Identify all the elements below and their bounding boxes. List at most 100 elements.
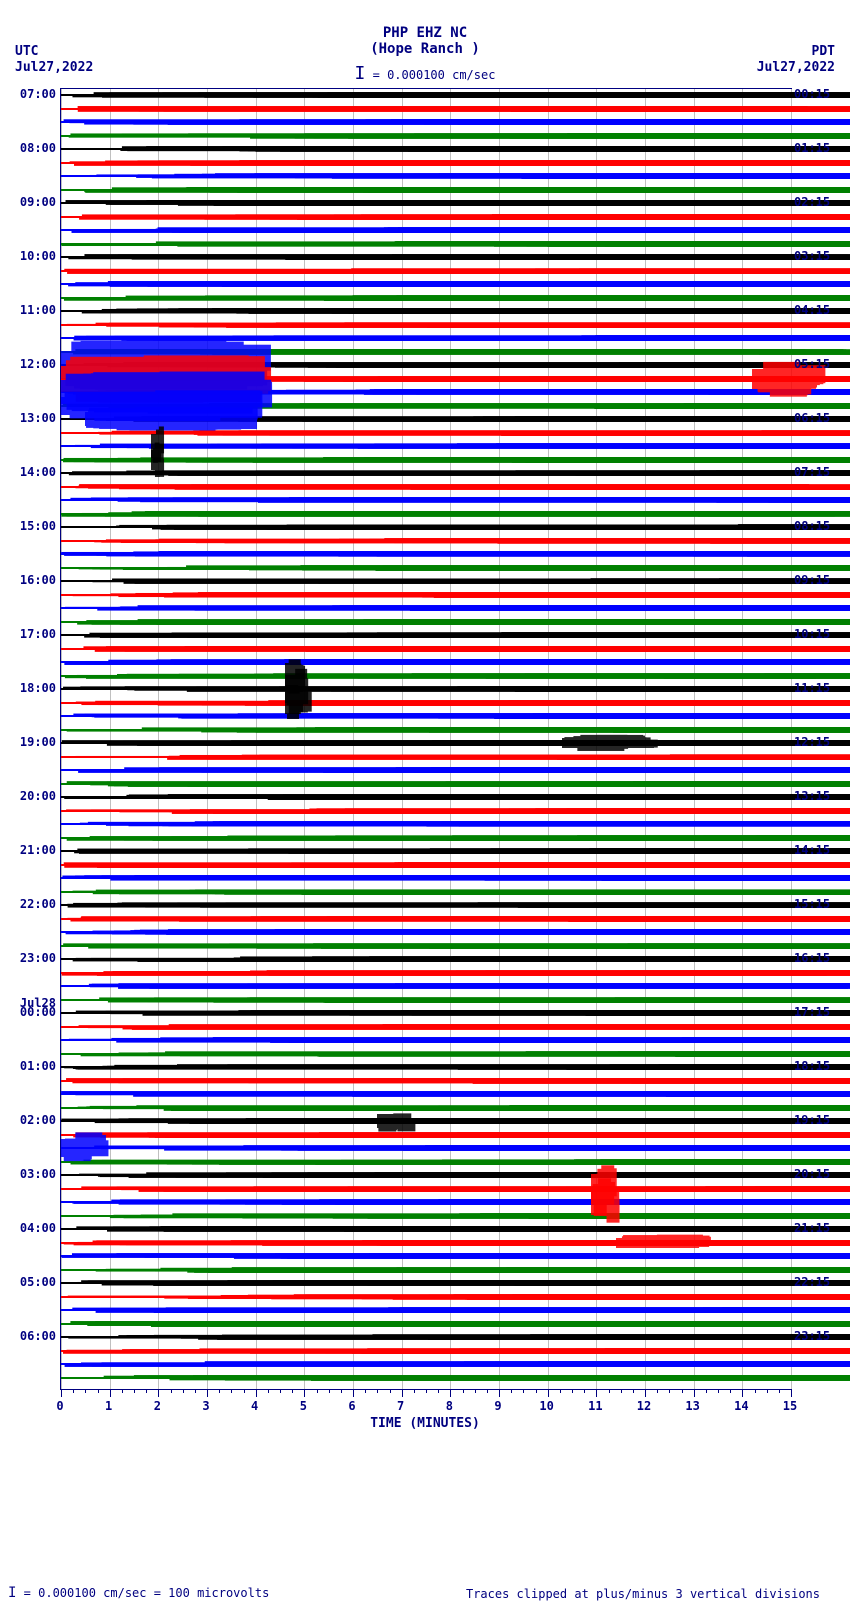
seismic-trace [61,891,791,893]
seismic-trace [61,931,791,933]
seismic-trace [61,202,791,204]
seismic-trace [61,985,791,987]
x-tick-label: 4 [251,1399,258,1413]
seismic-trace [61,1201,791,1203]
seismic-trace [61,405,791,407]
seismic-trace [61,1012,791,1014]
gridline [791,89,792,1389]
utc-time-label: 04:00 [20,1221,56,1235]
pdt-time-label: 03:15 [794,249,830,263]
pdt-time-label: 13:15 [794,789,830,803]
scale-label: = 0.000100 cm/sec [373,68,496,82]
utc-time-label: 02:00 [20,1113,56,1127]
utc-time-label: 00:00 [20,1005,56,1019]
pdt-time-label: 16:15 [794,951,830,965]
seismic-trace [61,1026,791,1028]
seismic-trace [61,567,791,569]
right-timezone: PDT [812,44,835,59]
seismic-trace [61,526,791,528]
seismic-trace [61,270,791,272]
pdt-time-label: 21:15 [794,1221,830,1235]
seismogram-plot [60,88,792,1390]
seismic-trace [61,796,791,798]
seismic-trace [61,769,791,771]
seismic-trace [61,148,791,150]
seismic-trace [61,1188,791,1190]
seismic-trace [61,918,791,920]
utc-time-label: 03:00 [20,1167,56,1181]
pdt-time-label: 08:15 [794,519,830,533]
utc-time-label: 21:00 [20,843,56,857]
seismic-trace [61,229,791,231]
utc-time-label: 05:00 [20,1275,56,1289]
station-code: PHP EHZ NC [0,25,850,41]
pdt-time-label: 15:15 [794,897,830,911]
seismic-trace [61,499,791,501]
footer-scale-text: = 0.000100 cm/sec = 100 microvolts [24,1586,270,1600]
utc-time-label: 20:00 [20,789,56,803]
seismic-trace [61,1228,791,1230]
seismic-trace [61,1350,791,1352]
seismic-trace [61,742,791,744]
seismic-trace [61,1255,791,1257]
pdt-time-label: 18:15 [794,1059,830,1073]
utc-time-label: 14:00 [20,465,56,479]
pdt-time-label: 01:15 [794,141,830,155]
seismic-trace [61,364,791,366]
pdt-time-label: 19:15 [794,1113,830,1127]
pdt-time-label: 00:15 [794,87,830,101]
seismic-event [562,738,611,748]
x-tick-label: 8 [446,1399,453,1413]
station-name: (Hope Ranch ) [0,41,850,57]
seismic-trace [61,472,791,474]
seismic-trace [61,688,791,690]
seismic-trace [61,1215,791,1217]
seismic-trace [61,121,791,123]
x-tick-label: 2 [154,1399,161,1413]
utc-time-label: 08:00 [20,141,56,155]
seismic-trace [61,1269,791,1271]
seismic-trace [61,783,791,785]
pdt-time-label: 09:15 [794,573,830,587]
x-tick-label: 10 [539,1399,553,1413]
seismic-trace [61,702,791,704]
seismic-trace [61,1053,791,1055]
seismic-trace [61,243,791,245]
pdt-time-label: 20:15 [794,1167,830,1181]
seismic-trace [61,729,791,731]
seismic-trace [61,1080,791,1082]
seismic-trace [61,1107,791,1109]
seismic-trace [61,904,791,906]
x-tick-label: 3 [202,1399,209,1413]
seismic-trace [61,513,791,515]
utc-time-label: 01:00 [20,1059,56,1073]
x-tick-label: 12 [637,1399,651,1413]
x-tick-label: 11 [588,1399,602,1413]
scale-indicator: I = 0.000100 cm/sec [0,63,850,84]
seismic-trace [61,324,791,326]
utc-time-label: 17:00 [20,627,56,641]
seismic-trace [61,607,791,609]
pdt-time-label: 07:15 [794,465,830,479]
seismic-trace [61,1161,791,1163]
utc-time-label: 09:00 [20,195,56,209]
utc-time-label: 07:00 [20,87,56,101]
seismic-trace [61,162,791,164]
seismic-event [151,450,158,470]
x-tick-label: 5 [300,1399,307,1413]
seismic-event [377,1114,396,1128]
utc-time-label: 10:00 [20,249,56,263]
seismic-trace [61,1336,791,1338]
utc-time-label: 13:00 [20,411,56,425]
x-axis-title: TIME (MINUTES) [370,1416,480,1431]
footer-clip-note: Traces clipped at plus/minus 3 vertical … [466,1587,820,1601]
seismic-trace [61,283,791,285]
x-tick-label: 9 [494,1399,501,1413]
seismic-trace [61,297,791,299]
seismic-trace [61,1147,791,1149]
seismic-trace [61,445,791,447]
left-timezone: UTC [15,44,38,59]
right-date: Jul27,2022 [757,60,835,75]
seismic-trace [61,432,791,434]
seismic-trace [61,850,791,852]
